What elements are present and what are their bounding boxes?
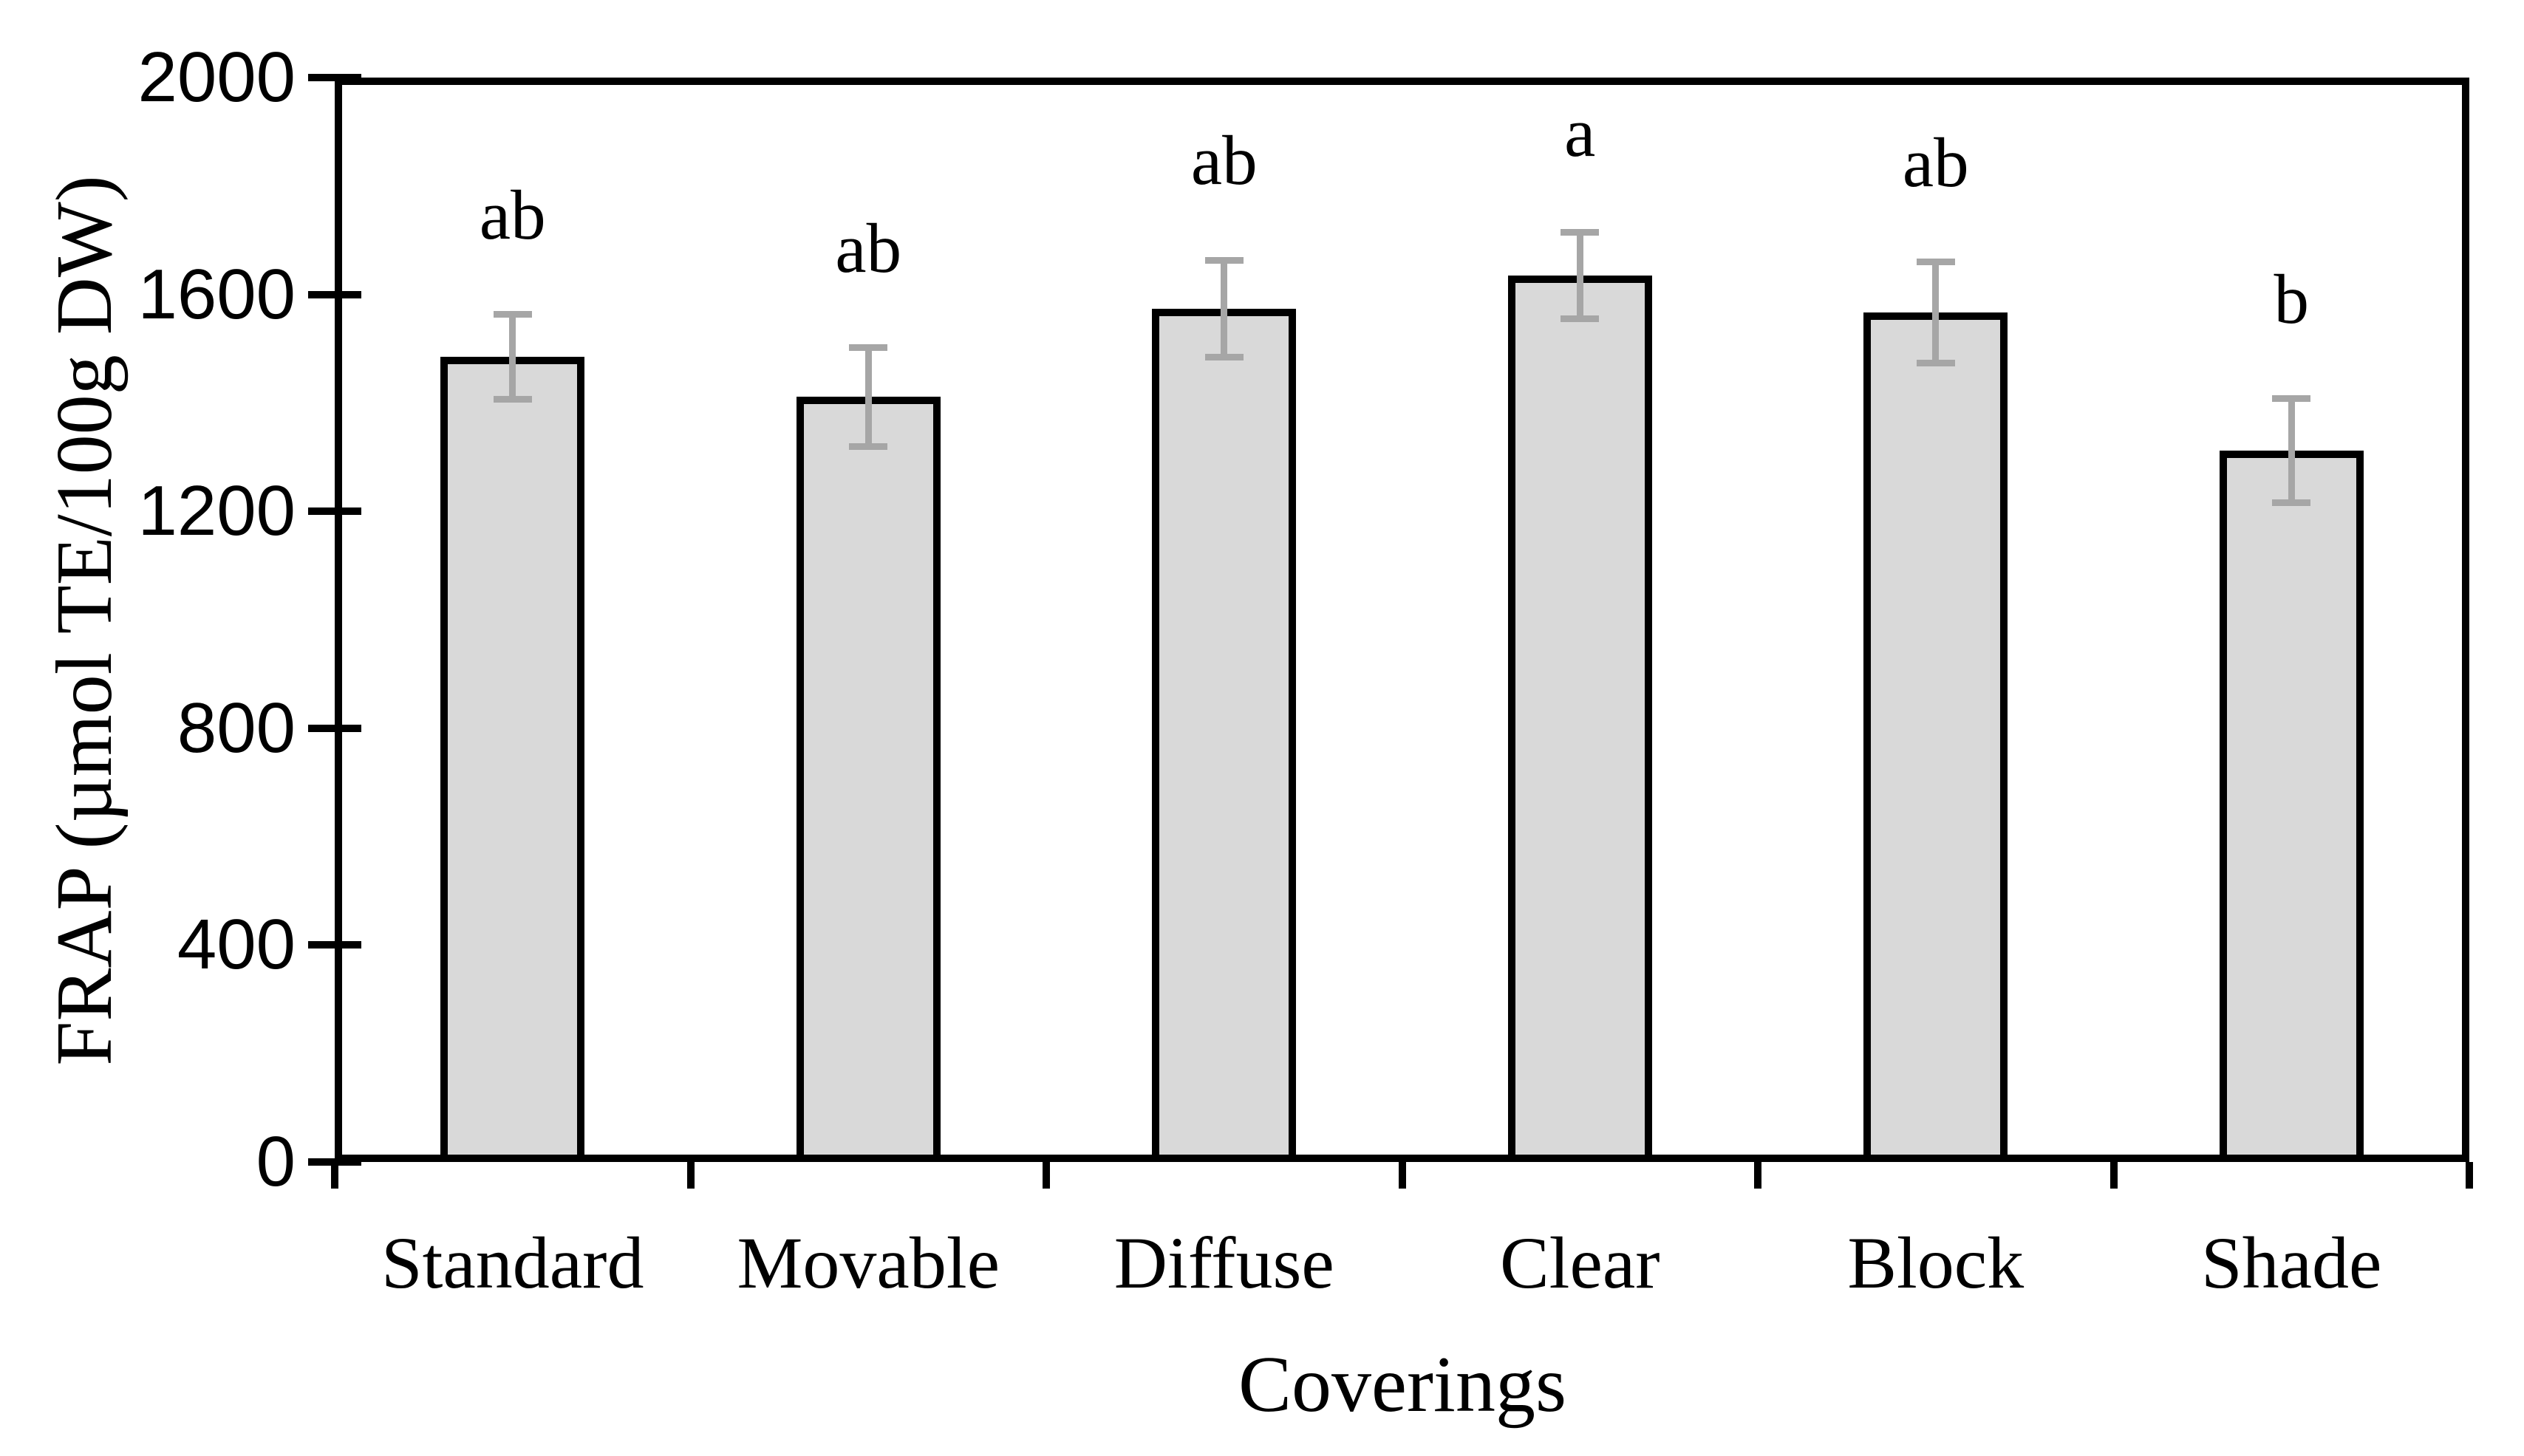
x-category-label: Clear bbox=[1499, 1222, 1660, 1304]
y-tick-mark bbox=[308, 290, 361, 298]
error-bar-line bbox=[1221, 260, 1228, 357]
y-tick-label: 0 bbox=[256, 1122, 296, 1201]
x-tick-mark bbox=[686, 1162, 695, 1189]
x-tick-mark bbox=[1043, 1162, 1050, 1189]
significance-letter: b bbox=[2274, 259, 2310, 338]
significance-letter: ab bbox=[835, 208, 902, 287]
y-tick-label: 2000 bbox=[137, 38, 296, 117]
error-bar-top-cap bbox=[493, 311, 532, 318]
error-bar-bottom-cap bbox=[849, 442, 888, 450]
error-bar-bottom-cap bbox=[1561, 315, 1600, 323]
x-category-label: Movable bbox=[737, 1222, 1000, 1304]
error-bar-top-cap bbox=[2272, 395, 2311, 403]
x-category-label: Diffuse bbox=[1113, 1222, 1334, 1304]
x-axis-title: Coverings bbox=[1238, 1341, 1566, 1429]
x-tick-mark bbox=[1754, 1162, 1761, 1189]
significance-letter: ab bbox=[1190, 121, 1258, 200]
y-axis-title: FRAP (µmol TE/100g DW) bbox=[41, 175, 129, 1066]
error-bar-line bbox=[864, 347, 872, 447]
bar bbox=[1507, 275, 1652, 1162]
error-bar-bottom-cap bbox=[1204, 353, 1244, 360]
error-bar-top-cap bbox=[1916, 259, 1955, 266]
error-bar-top-cap bbox=[1204, 256, 1244, 264]
y-tick-mark bbox=[308, 724, 361, 732]
error-bar-line bbox=[1576, 232, 1583, 319]
error-bar-bottom-cap bbox=[2272, 499, 2311, 506]
error-bar-line bbox=[509, 314, 516, 400]
error-bar-line bbox=[1932, 262, 1940, 363]
y-tick-label: 400 bbox=[177, 905, 296, 985]
x-tick-mark bbox=[331, 1162, 338, 1189]
bar bbox=[1152, 308, 1297, 1162]
x-tick-mark bbox=[2109, 1162, 2118, 1189]
significance-letter: ab bbox=[479, 175, 546, 254]
bar bbox=[1863, 312, 2008, 1162]
y-tick-mark bbox=[308, 507, 361, 516]
error-bar-top-cap bbox=[849, 344, 888, 352]
error-bar-bottom-cap bbox=[1916, 359, 1955, 366]
bar bbox=[796, 397, 941, 1162]
y-tick-mark bbox=[308, 941, 361, 949]
x-category-label: Shade bbox=[2201, 1222, 2382, 1304]
plot-area bbox=[335, 78, 2469, 1162]
y-tick-label: 800 bbox=[177, 688, 296, 768]
y-tick-mark bbox=[308, 74, 361, 81]
x-category-label: Block bbox=[1847, 1222, 2025, 1304]
x-category-label: Standard bbox=[381, 1222, 644, 1304]
x-tick-mark bbox=[1398, 1162, 1406, 1189]
significance-letter: ab bbox=[1902, 123, 1969, 202]
error-bar-bottom-cap bbox=[493, 395, 532, 403]
x-tick-mark bbox=[2466, 1162, 2473, 1189]
error-bar-line bbox=[2288, 398, 2295, 503]
bar bbox=[2219, 450, 2364, 1162]
y-tick-label: 1600 bbox=[137, 254, 296, 334]
y-tick-label: 1200 bbox=[137, 471, 296, 551]
bar bbox=[440, 357, 585, 1162]
error-bar-top-cap bbox=[1561, 228, 1600, 236]
significance-letter: a bbox=[1564, 93, 1596, 172]
